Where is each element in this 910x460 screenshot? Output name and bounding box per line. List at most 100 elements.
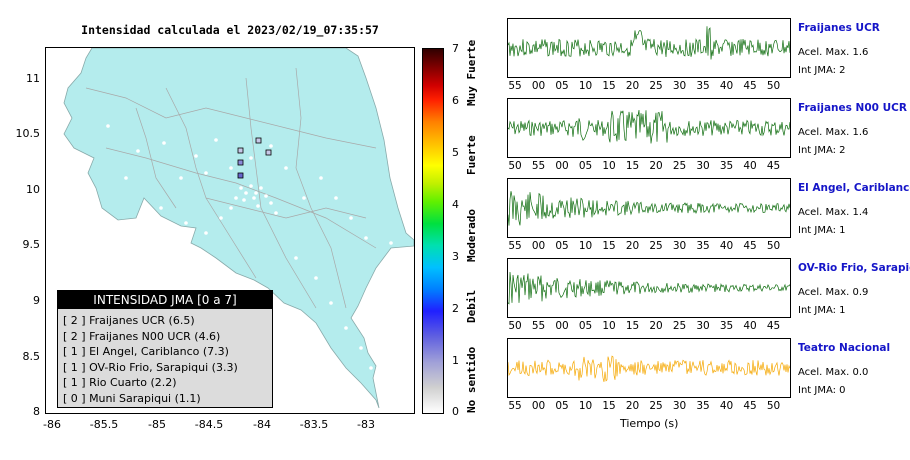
time-tick: 30: [672, 400, 687, 412]
time-tick: 10: [578, 240, 593, 252]
map-y-tick: 10.5: [15, 127, 41, 140]
time-tick: 40: [719, 400, 734, 412]
time-tick: 50: [766, 240, 781, 252]
time-tick: 20: [625, 80, 640, 92]
time-tick: 40: [719, 240, 734, 252]
time-tick: 40: [719, 80, 734, 92]
time-tick: 25: [649, 400, 663, 412]
station-accel: Acel. Max. 1.6: [798, 127, 869, 138]
waveform-trace: [507, 271, 791, 305]
time-tick: 30: [672, 80, 687, 92]
colorbar-label-no-sentido: No sentido: [465, 346, 478, 413]
time-tick: 10: [578, 400, 593, 412]
colorbar-tick: 6: [452, 94, 459, 107]
time-tick: 50: [766, 80, 781, 92]
intensity-station-markers: [237, 137, 272, 179]
province-borders: [85, 67, 377, 309]
time-tick: 20: [625, 240, 640, 252]
colorbar-label-fuerte: Fuerte: [465, 135, 478, 175]
station-accel: Acel. Max. 0.0: [798, 367, 869, 378]
legend-item: [ 0 ] Muni Sarapiqui (1.1): [63, 391, 201, 405]
intensity-legend: INTENSIDAD JMA [0 a 7] [ 2 ] Fraijanes U…: [57, 290, 273, 408]
colorbar-label-muy-fuerte: Muy Fuerte: [465, 39, 478, 106]
time-tick: 10: [602, 320, 616, 332]
time-tick: 35: [719, 160, 734, 172]
time-tick: 45: [766, 320, 781, 332]
time-tick: 25: [649, 240, 663, 252]
time-tick: 55: [531, 320, 546, 332]
intensity-colorbar: [422, 48, 444, 414]
time-tick: 45: [766, 160, 781, 172]
time-tick: 15: [602, 400, 616, 412]
time-tick: 35: [719, 320, 734, 332]
map-x-tick: -85: [148, 418, 166, 431]
waveform-panel: [507, 18, 791, 78]
time-tick: 35: [696, 80, 710, 92]
time-tick: 50: [766, 400, 781, 412]
station-name: Fraijanes UCR: [798, 22, 880, 34]
time-tick: 15: [625, 320, 640, 332]
station-name: El Angel, Cariblanco: [798, 182, 910, 194]
time-tick: 50: [508, 160, 522, 172]
map-y-tick: 9: [33, 294, 40, 307]
map-y-tick: 8.5: [22, 350, 41, 363]
waveform-panel: [507, 338, 791, 398]
station-accel: Acel. Max. 1.6: [798, 47, 869, 58]
time-tick: 20: [625, 400, 640, 412]
colorbar-tick: 0: [452, 405, 459, 418]
waveform-panel: [507, 258, 791, 318]
colorbar-tick: 5: [452, 146, 459, 159]
colorbar-label-debil: Debil: [465, 289, 478, 323]
waveform-trace: [507, 355, 791, 382]
map-title: Intensidad calculada el 2023/02/19_07:35…: [81, 23, 379, 37]
time-tick: 55: [508, 80, 522, 92]
map-x-tick: -84: [253, 418, 271, 431]
time-tick: 40: [743, 320, 757, 332]
station-intensity: Int JMA: 2: [798, 145, 846, 156]
station-accel: Acel. Max. 0.9: [798, 287, 869, 298]
time-tick: 00: [531, 240, 546, 252]
colorbar-tick: 2: [452, 302, 459, 315]
time-tick: 15: [602, 80, 616, 92]
map-x-tick: -86: [43, 418, 61, 431]
map-y-tick: 8: [33, 405, 40, 418]
time-tick: 00: [555, 160, 569, 172]
time-tick: 05: [555, 240, 569, 252]
colorbar-tick: 3: [452, 250, 459, 263]
colorbar-tick: 4: [452, 198, 459, 211]
map-y-tick: 9.5: [22, 238, 41, 251]
time-tick: 30: [696, 160, 710, 172]
colorbar-label-moderado: Moderado: [465, 209, 478, 262]
legend-item: [ 1 ] Rio Cuarto (2.2): [63, 376, 177, 389]
time-tick: 40: [743, 160, 757, 172]
time-tick: 05: [555, 80, 569, 92]
station-name: Teatro Nacional: [798, 342, 891, 354]
map-x-tick: -83: [357, 418, 375, 431]
station-name: Fraijanes N00 UCR: [798, 102, 907, 114]
time-tick: 10: [602, 160, 616, 172]
time-tick: 55: [508, 240, 522, 252]
map-x-tick: -85.5: [89, 418, 119, 431]
time-tick: 00: [531, 400, 546, 412]
station-intensity: Int JMA: 1: [798, 305, 846, 316]
time-tick: 30: [672, 240, 687, 252]
time-tick: 00: [555, 320, 569, 332]
map-y-tick: 11: [26, 72, 40, 85]
time-axis-label: Tiempo (s): [620, 417, 679, 430]
waveform-trace: [507, 191, 791, 226]
colorbar-tick: 1: [452, 354, 459, 367]
time-tick: 55: [508, 400, 522, 412]
time-tick: 50: [508, 320, 522, 332]
map-x-tick: -83.5: [299, 418, 329, 431]
waveform-trace: [507, 26, 791, 60]
time-tick: 45: [743, 80, 757, 92]
time-tick: 20: [649, 160, 663, 172]
time-tick: 05: [578, 160, 593, 172]
station-intensity: Int JMA: 1: [798, 225, 846, 236]
time-tick: 35: [696, 400, 710, 412]
map-x-tick: -84.5: [194, 418, 224, 431]
time-tick: 15: [602, 240, 616, 252]
waveform-trace: [507, 109, 791, 144]
time-tick: 25: [649, 80, 663, 92]
time-tick: 45: [743, 400, 757, 412]
